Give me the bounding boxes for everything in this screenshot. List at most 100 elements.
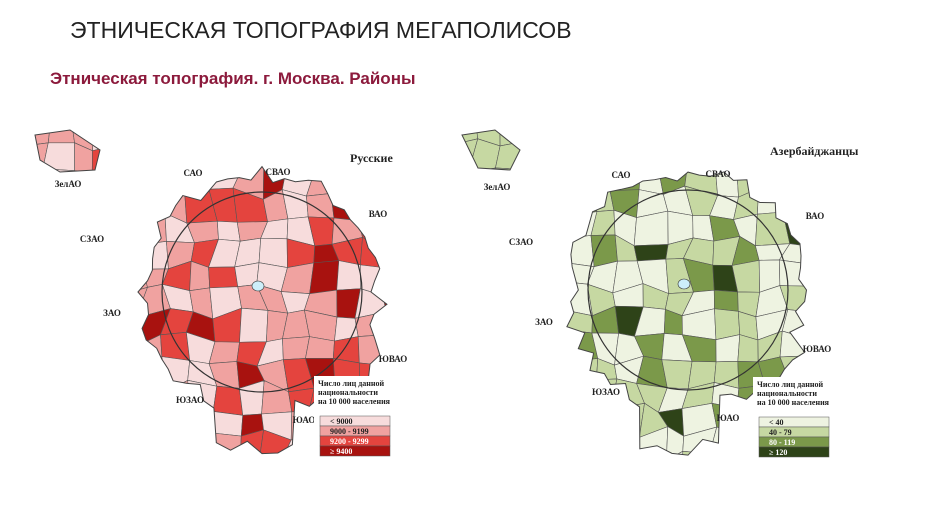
- district: [932, 260, 949, 293]
- district: [831, 217, 857, 239]
- district: [433, 265, 458, 291]
- district: [838, 188, 856, 221]
- district: [500, 426, 524, 456]
- district: [541, 379, 573, 414]
- district: [520, 130, 546, 149]
- district: [929, 402, 949, 435]
- district: [831, 237, 858, 267]
- district: [456, 429, 474, 462]
- district: [900, 260, 933, 287]
- district: [467, 434, 503, 456]
- district: [542, 144, 575, 165]
- district: [35, 244, 52, 268]
- district: [491, 259, 520, 290]
- district: [400, 236, 435, 266]
- district: [40, 308, 75, 337]
- legend-label: < 40: [769, 418, 784, 427]
- district: [136, 408, 166, 436]
- district: [458, 286, 478, 318]
- district-label: ЗелАО: [484, 182, 511, 192]
- district: [209, 130, 240, 152]
- district: [462, 359, 478, 389]
- district: [832, 260, 858, 285]
- district: [383, 260, 387, 296]
- district: [832, 285, 859, 314]
- district: [611, 130, 643, 150]
- district: [35, 308, 49, 337]
- district: [883, 384, 908, 414]
- district: [195, 460, 219, 481]
- district: [854, 333, 876, 363]
- district: [256, 130, 283, 148]
- district: [900, 356, 933, 388]
- district: [881, 119, 901, 146]
- district: [406, 357, 436, 387]
- district: [462, 337, 478, 366]
- district: [140, 427, 171, 454]
- district: [504, 289, 529, 320]
- district: [468, 456, 501, 479]
- district: [682, 450, 716, 456]
- district: [35, 142, 49, 170]
- district-label: ВАО: [369, 209, 388, 219]
- district: [40, 284, 76, 313]
- district: [908, 308, 933, 337]
- legend-label: 9000 - 9199: [330, 427, 369, 436]
- district: [537, 213, 574, 246]
- district: [476, 363, 497, 389]
- district: [595, 425, 622, 456]
- district: [834, 453, 857, 484]
- district: [383, 295, 387, 313]
- district: [403, 435, 433, 461]
- legend-label: 40 - 79: [769, 428, 792, 437]
- legend-label: ≥ 120: [769, 448, 787, 457]
- district: [876, 288, 908, 318]
- district: [68, 455, 97, 488]
- district: [713, 289, 739, 312]
- district: [925, 119, 949, 145]
- district: [116, 211, 144, 246]
- district: [877, 235, 901, 263]
- district: [330, 165, 365, 194]
- district: [144, 167, 170, 200]
- district: [715, 334, 741, 363]
- district: [906, 402, 931, 430]
- district-label: СВАО: [706, 169, 731, 179]
- district: [566, 450, 596, 456]
- district: [927, 334, 949, 362]
- district: [469, 337, 503, 365]
- district: [258, 451, 286, 454]
- district: [116, 357, 147, 389]
- district: [563, 358, 599, 383]
- district: [456, 239, 482, 270]
- district: [457, 164, 476, 199]
- district: [516, 330, 549, 362]
- district: [781, 165, 807, 199]
- district: [495, 330, 522, 365]
- district: [359, 236, 386, 269]
- district: [433, 461, 457, 487]
- district: [453, 218, 483, 247]
- legend-title: Число лиц данной: [318, 379, 384, 388]
- district: [856, 388, 884, 414]
- district: [804, 311, 807, 340]
- district: [41, 428, 77, 454]
- district: [715, 138, 739, 173]
- district: [804, 165, 807, 199]
- district: [836, 168, 856, 193]
- district: [288, 387, 315, 413]
- district: [898, 142, 933, 173]
- district: [35, 428, 47, 454]
- district: [478, 318, 506, 339]
- district: [855, 432, 886, 460]
- district: [383, 192, 387, 223]
- district: [519, 402, 547, 437]
- district: [427, 384, 457, 408]
- district: [875, 427, 905, 457]
- district-label: ЗАО: [103, 308, 121, 318]
- district: [67, 284, 91, 317]
- district: [402, 140, 435, 170]
- district: [427, 406, 457, 435]
- district: [930, 360, 949, 389]
- district: [496, 413, 532, 434]
